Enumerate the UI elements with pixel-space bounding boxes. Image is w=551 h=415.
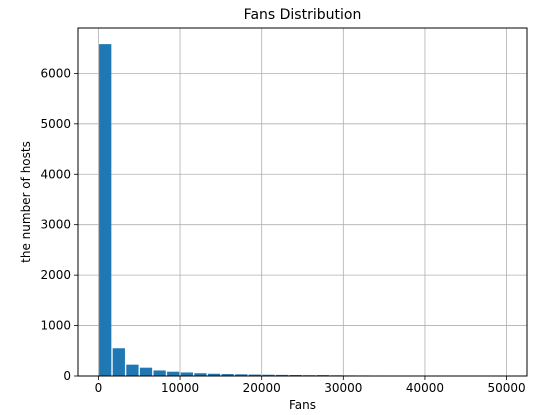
x-tick-label: 40000 bbox=[406, 381, 444, 395]
x-tick-label: 30000 bbox=[324, 381, 362, 395]
histogram-bar bbox=[112, 348, 125, 376]
x-axis-label: Fans bbox=[289, 398, 316, 412]
histogram-bar bbox=[167, 371, 180, 376]
plot-frame bbox=[77, 27, 528, 377]
histogram-bar bbox=[126, 364, 139, 376]
histogram-bar bbox=[153, 370, 166, 376]
histogram-bar bbox=[262, 374, 275, 376]
histogram-bar bbox=[275, 374, 289, 376]
histogram-bar bbox=[139, 367, 153, 376]
histogram-bar bbox=[289, 374, 302, 376]
y-tick-label: 5000 bbox=[40, 117, 71, 131]
y-tick-label: 2000 bbox=[40, 268, 71, 282]
bars-layer bbox=[99, 44, 506, 377]
grid-lines bbox=[78, 28, 527, 377]
histogram-bar bbox=[248, 374, 262, 376]
y-tick-label: 0 bbox=[63, 369, 71, 383]
x-tick-label: 20000 bbox=[243, 381, 281, 395]
histogram-bar bbox=[180, 372, 193, 376]
axis-ticks: 0 10000 20000 30000 40000 50000 0 1000 2000 3000 4… bbox=[40, 66, 525, 395]
y-axis-label: the number of hosts bbox=[19, 141, 33, 263]
y-tick-label: 3000 bbox=[40, 218, 71, 232]
chart-title: Fans Distribution bbox=[244, 7, 362, 23]
histogram-bar bbox=[194, 373, 207, 376]
y-tick-label: 1000 bbox=[40, 319, 71, 333]
x-tick-label: 10000 bbox=[161, 381, 199, 395]
y-tick-label: 4000 bbox=[40, 167, 71, 181]
x-tick-label: 50000 bbox=[487, 381, 525, 395]
histogram-bar bbox=[235, 374, 248, 376]
histogram-bar bbox=[221, 374, 234, 376]
y-tick-label: 6000 bbox=[40, 66, 71, 80]
histogram-bar bbox=[207, 373, 221, 376]
histogram-bar bbox=[99, 44, 112, 376]
x-tick-label: 0 bbox=[95, 381, 103, 395]
